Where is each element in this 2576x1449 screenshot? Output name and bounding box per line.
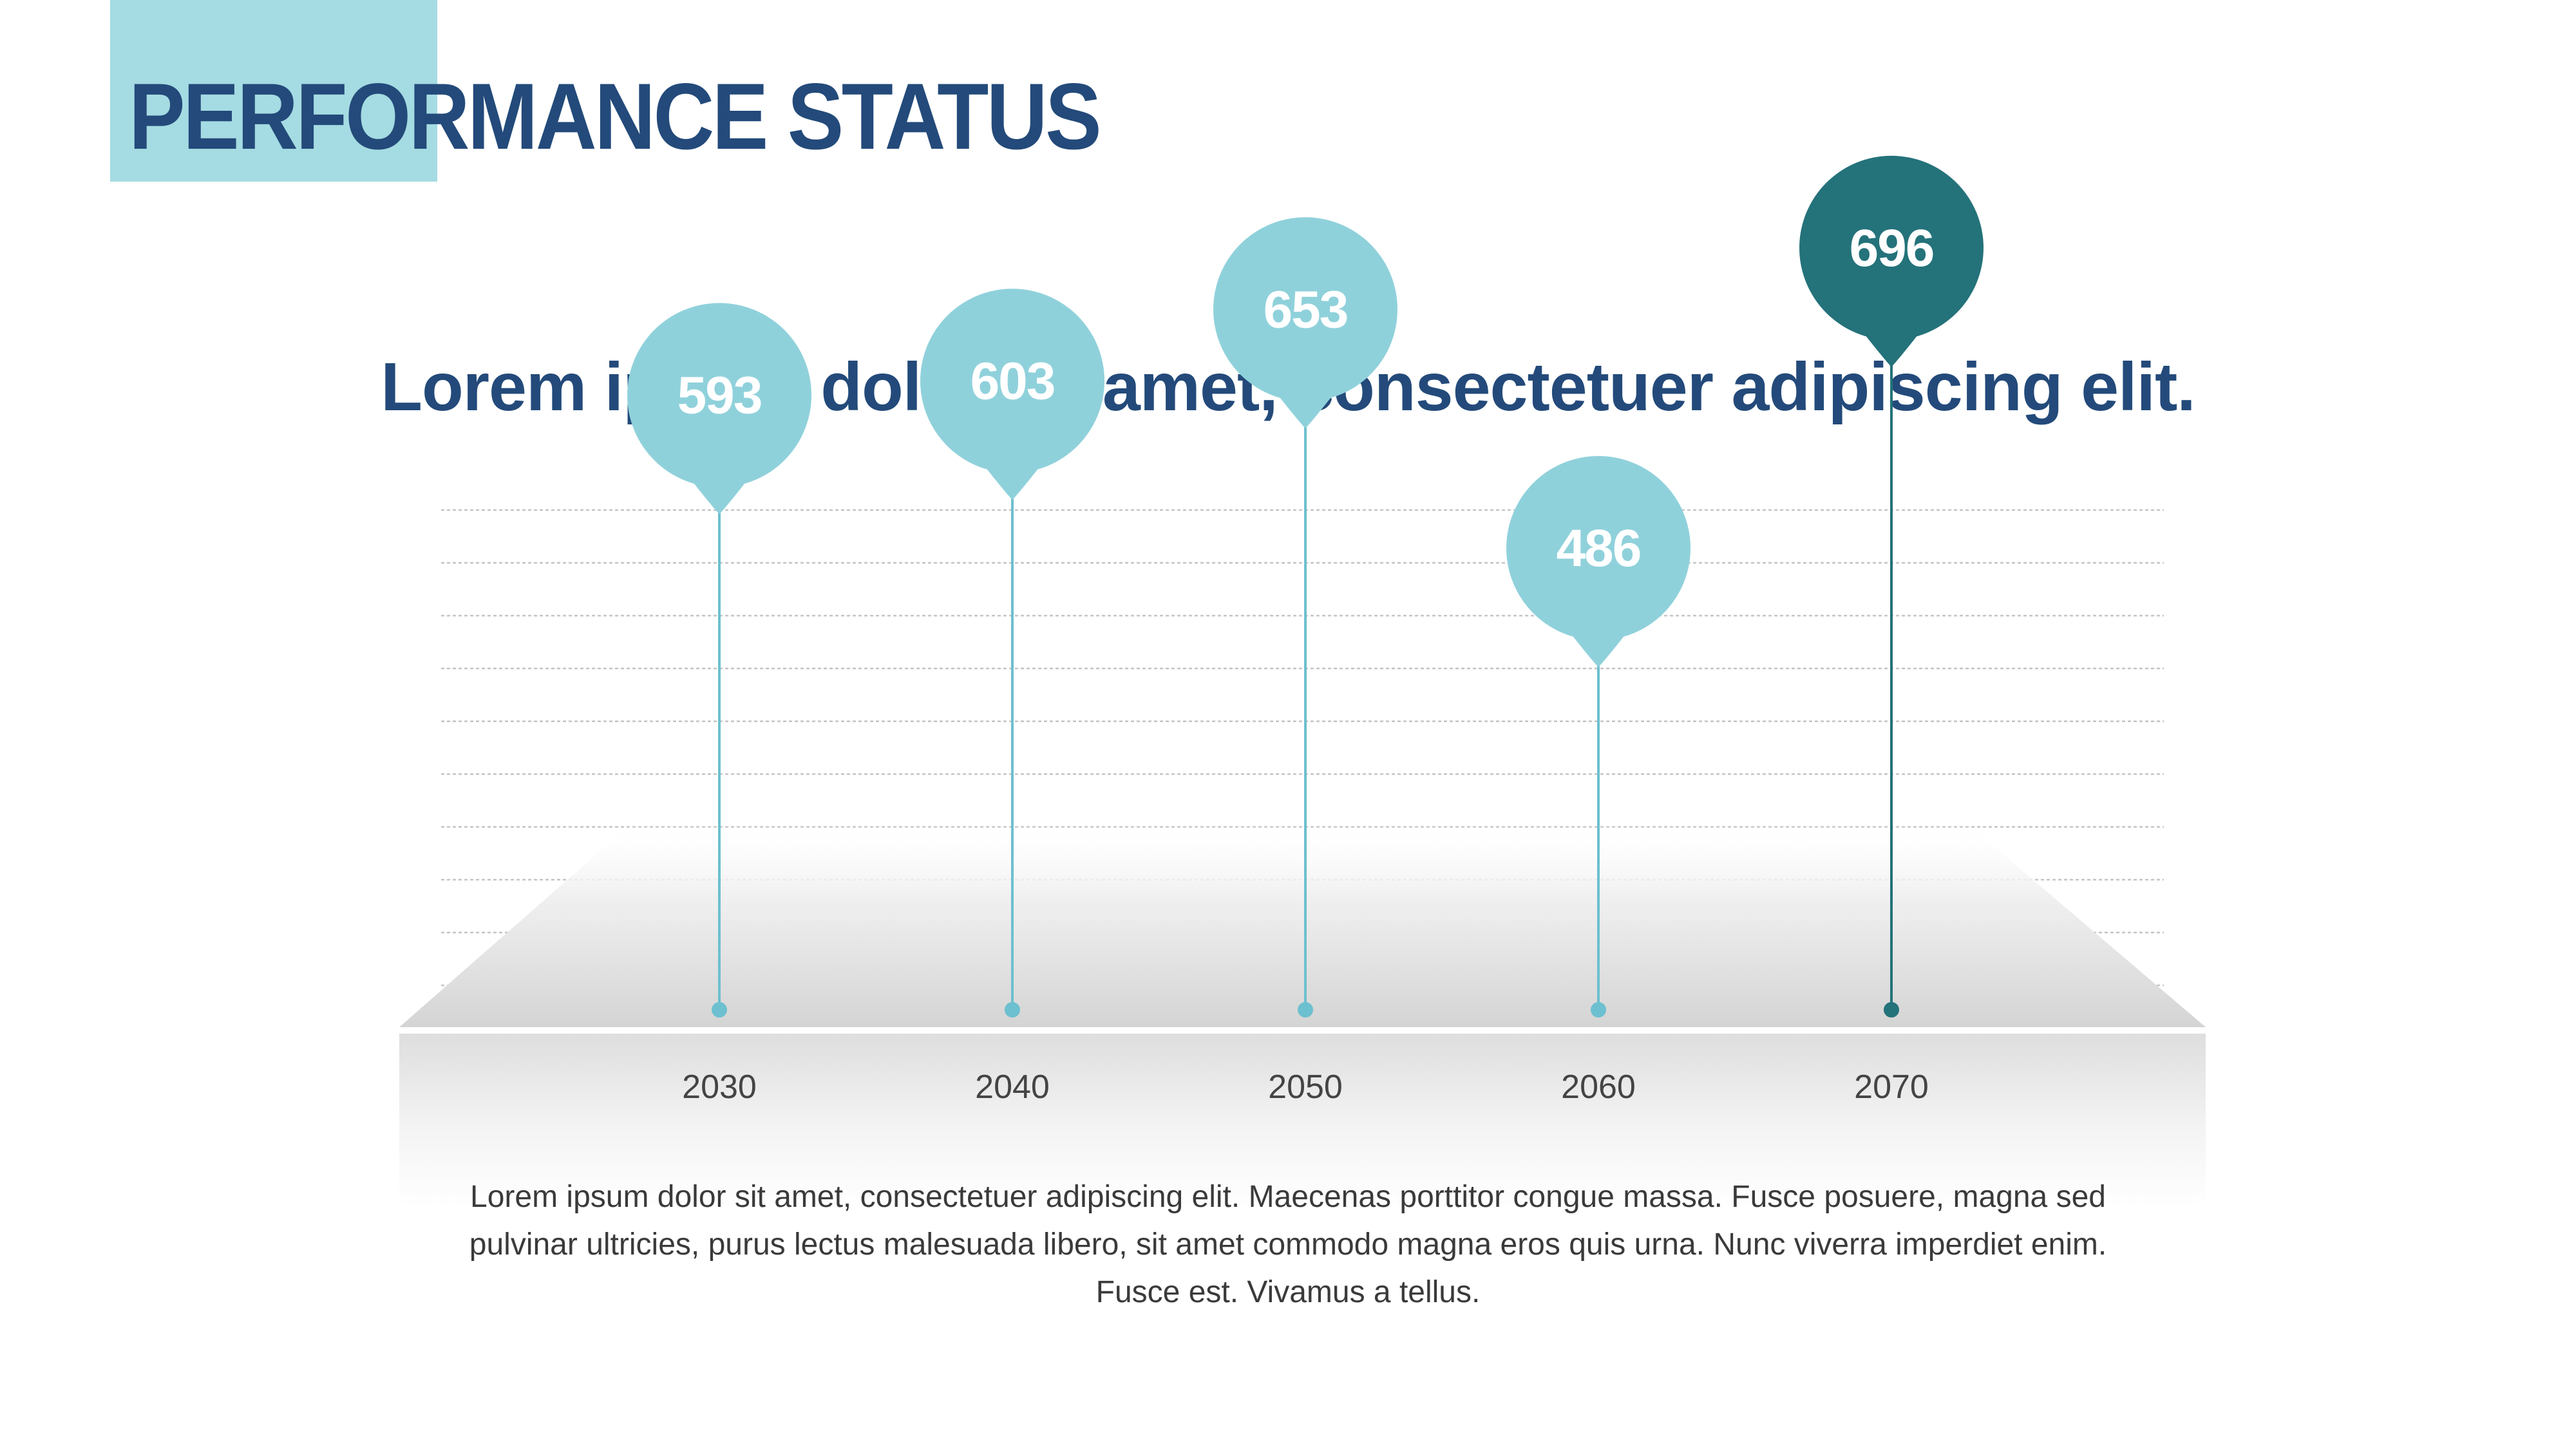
marker-base-dot [712,1002,727,1018]
data-label: 653 [1264,280,1348,339]
x-tick-label: 2050 [1268,1068,1343,1106]
chart-floor-edge [399,1027,2206,1034]
marker-base-dot [1298,1002,1313,1018]
chart-floor [399,821,2206,1027]
marker-base-dot [1005,1002,1020,1018]
pin-marker [920,289,1104,473]
chart-floor-front [399,1034,2206,1208]
pin-marker [627,303,811,488]
data-label: 696 [1850,219,1934,278]
marker-base-dot [1591,1002,1606,1018]
data-label: 603 [971,352,1055,410]
marker-base-dot [1884,1002,1899,1018]
pin-marker [1799,155,1984,340]
description-text: Lorem ipsum dolor sit amet, consectetuer… [469,1180,2107,1309]
data-label: 486 [1557,519,1641,578]
x-tick-label: 2070 [1854,1068,1929,1106]
x-tick-label: 2030 [682,1068,757,1106]
pin-marker [1213,217,1397,402]
title-accent-block [110,0,437,182]
data-label: 593 [677,366,762,425]
page-title: PERFORMANCE STATUS [129,64,1102,169]
pin-marker [1506,456,1690,641]
x-tick-label: 2040 [975,1068,1050,1106]
x-tick-label: 2060 [1561,1068,1636,1106]
